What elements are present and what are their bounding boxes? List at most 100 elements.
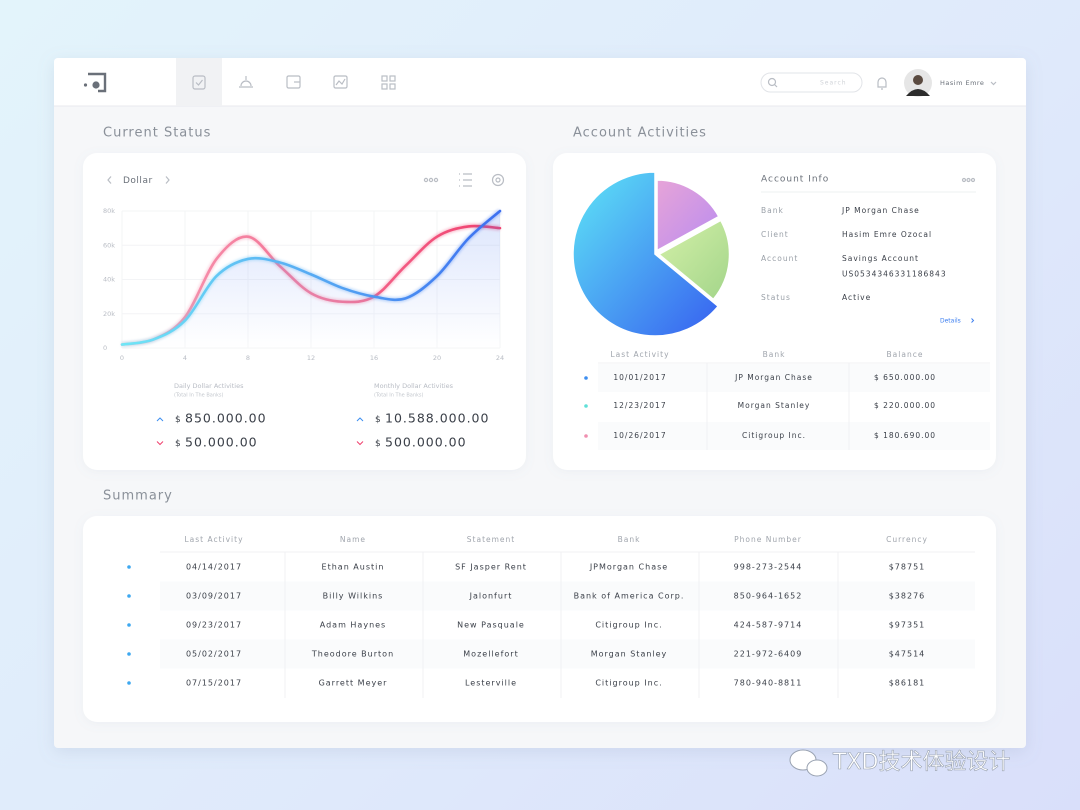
cell: 12/23/2017 bbox=[613, 401, 666, 410]
list-button[interactable] bbox=[459, 173, 472, 187]
cell: 05/02/2017 bbox=[186, 650, 242, 659]
watermark-logo bbox=[789, 749, 828, 777]
cell: 998-273-2544 bbox=[734, 563, 803, 572]
column-header: Statement bbox=[467, 535, 515, 544]
column-header: Phone Number bbox=[734, 535, 802, 544]
y-tick-label: 40k bbox=[103, 276, 115, 284]
x-tick-label: 0 bbox=[120, 354, 124, 362]
nav-service[interactable] bbox=[239, 76, 253, 88]
cell: SF Jasper Rent bbox=[455, 563, 527, 572]
settings-button[interactable] bbox=[491, 173, 505, 187]
cell: 780-940-8811 bbox=[734, 679, 803, 688]
bell[interactable] bbox=[877, 77, 887, 90]
row-dot bbox=[127, 623, 131, 627]
column-header: Last Activity bbox=[184, 535, 243, 544]
cell: 04/14/2017 bbox=[186, 563, 242, 572]
icon bbox=[389, 83, 396, 90]
cell: $78751 bbox=[889, 563, 926, 572]
y-tick-label: 60k bbox=[103, 241, 115, 249]
row-dot bbox=[127, 594, 131, 598]
logo-frame bbox=[88, 72, 107, 93]
cell: Bank of America Corp. bbox=[574, 592, 685, 601]
search-icon bbox=[767, 77, 777, 87]
next-currency[interactable] bbox=[165, 176, 170, 184]
nav-stats[interactable] bbox=[333, 75, 348, 89]
amount: 10.588.000.00 bbox=[385, 411, 489, 426]
avatar-body bbox=[906, 89, 930, 96]
cell: 850-964-1652 bbox=[734, 592, 803, 601]
cell: 10/01/2017 bbox=[613, 373, 666, 382]
cell: Adam Haynes bbox=[320, 621, 386, 630]
stat-subtitle: (Total In The Banks) bbox=[374, 393, 424, 399]
icon bbox=[433, 177, 439, 183]
cell: 221-972-6409 bbox=[734, 650, 803, 659]
nav-tasks[interactable] bbox=[192, 75, 206, 90]
icon bbox=[423, 177, 429, 183]
x-tick-label: 16 bbox=[370, 354, 378, 362]
y-tick-label: 0 bbox=[103, 344, 107, 352]
row-dot bbox=[127, 652, 131, 656]
trend-down-icon bbox=[156, 441, 164, 446]
search-placeholder: Search bbox=[820, 80, 847, 87]
cell: 03/09/2017 bbox=[186, 592, 242, 601]
top-bar bbox=[54, 58, 1026, 106]
currency-selector[interactable]: Dollar bbox=[123, 176, 153, 186]
cell: Lesterville bbox=[465, 679, 517, 688]
logo[interactable] bbox=[83, 72, 107, 93]
icon bbox=[335, 78, 346, 86]
cell: Billy Wilkins bbox=[323, 592, 384, 601]
details-link[interactable]: Details bbox=[940, 318, 961, 325]
icon bbox=[491, 173, 505, 187]
y-tick-label: 20k bbox=[103, 310, 115, 318]
x-tick-label: 4 bbox=[183, 354, 187, 362]
cell: JPMorgan Chase bbox=[589, 563, 668, 572]
user-name[interactable]: Hasim Emre bbox=[940, 79, 984, 87]
line bbox=[120, 209, 502, 346]
trend-up-icon bbox=[156, 417, 164, 422]
field-value: Hasim Emre Ozocal bbox=[842, 230, 932, 239]
row-dot bbox=[584, 404, 588, 408]
cell: 424-587-9714 bbox=[734, 621, 803, 630]
user-menu-chevron[interactable] bbox=[990, 81, 997, 86]
row-dot bbox=[584, 434, 588, 438]
more-button[interactable] bbox=[423, 177, 439, 183]
column-header: Name bbox=[340, 535, 366, 544]
nav-grid[interactable] bbox=[381, 75, 396, 90]
cell: $38276 bbox=[889, 592, 926, 601]
pie-slice[interactable] bbox=[572, 171, 720, 337]
field-label: Status bbox=[761, 293, 791, 302]
amount: 850.000.00 bbox=[185, 411, 267, 426]
details-chevron[interactable] bbox=[971, 318, 975, 323]
more-button[interactable] bbox=[961, 177, 976, 183]
cell: Citigroup Inc. bbox=[595, 621, 662, 630]
pie-slice[interactable] bbox=[656, 179, 720, 252]
prev-currency[interactable] bbox=[107, 176, 112, 184]
icon bbox=[389, 75, 396, 82]
cell: $ 220.000.00 bbox=[874, 401, 936, 410]
icon bbox=[806, 759, 828, 777]
y-tick-label: 80k bbox=[103, 207, 115, 215]
nav-wallet[interactable] bbox=[286, 75, 301, 89]
watermark: TXD技术体验设计 bbox=[832, 750, 1010, 775]
trend-up-icon bbox=[356, 417, 364, 422]
row-bg bbox=[160, 639, 975, 669]
cell: $97351 bbox=[889, 621, 926, 630]
field-value: JP Morgan Chase bbox=[841, 206, 920, 215]
stat-subtitle: (Total In The Banks) bbox=[174, 393, 224, 399]
cell: 09/23/2017 bbox=[186, 621, 242, 630]
cell: $86181 bbox=[889, 679, 926, 688]
column-header: Balance bbox=[887, 350, 924, 359]
currency-symbol: $ bbox=[375, 415, 381, 425]
icon bbox=[195, 79, 203, 86]
nav-active-bg[interactable] bbox=[176, 58, 222, 106]
search-box[interactable] bbox=[760, 72, 863, 93]
logo-dot bbox=[83, 83, 88, 87]
area bbox=[122, 211, 500, 348]
icon bbox=[381, 75, 388, 82]
cell: Mozellefort bbox=[463, 650, 518, 659]
section-title: Summary bbox=[103, 489, 173, 504]
row-dot bbox=[127, 565, 131, 569]
icon bbox=[459, 173, 472, 187]
pie-slice[interactable] bbox=[657, 219, 731, 301]
